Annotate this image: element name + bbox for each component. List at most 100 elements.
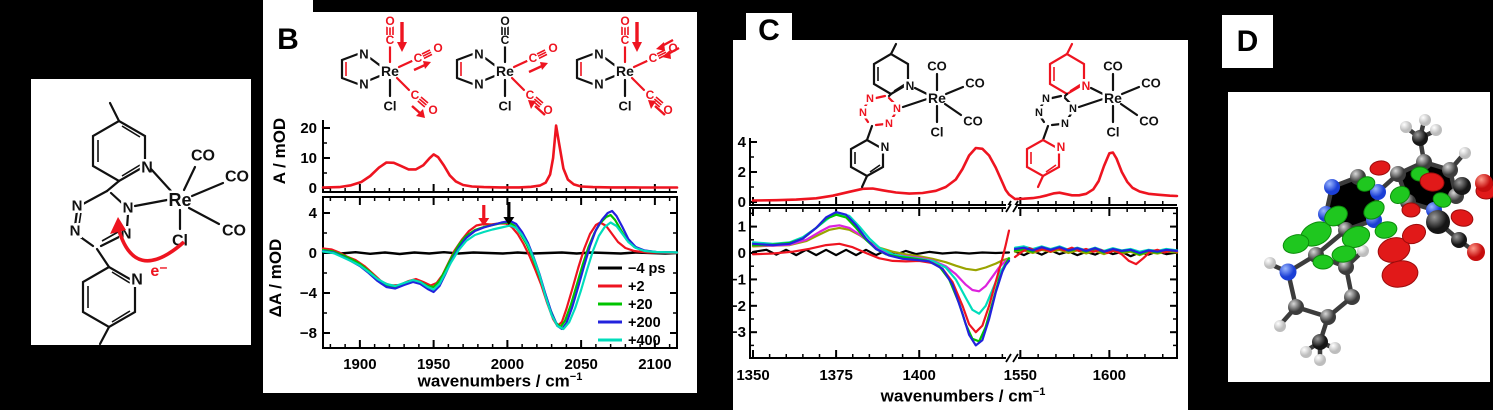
svg-text:2: 2 [738, 164, 746, 181]
mode-arrow [654, 105, 666, 116]
svg-text:4: 4 [309, 205, 318, 222]
panel-C-FTIR: 0 2 4 [738, 134, 1179, 211]
rhenium-atom [1426, 210, 1450, 234]
free-co-ligand [1426, 174, 1493, 261]
svg-text:C: C [414, 51, 423, 65]
series-olive [751, 226, 1011, 272]
svg-text:1950: 1950 [417, 356, 450, 373]
b-spectra-chart: 0 10 20 1900 1950 2000 2050 2100 4 0 −4 −8 −4 ps +2 +2… [300, 120, 679, 373]
svg-text:1550: 1550 [1004, 367, 1037, 384]
panel-C-TRIR: 1350 1375 1400 1550 1600 1 0 −1 −2 −3 [729, 203, 1179, 384]
svg-text:N: N [474, 47, 483, 62]
svg-text:0: 0 [309, 245, 317, 262]
svg-text:Re: Re [616, 63, 634, 79]
mode-structure-2: N N Re C O C O C O Cl [455, 12, 560, 120]
svg-text:C: C [529, 51, 538, 65]
co-stretch-mode-structures: N N Re C O C O C O Cl [340, 12, 680, 120]
svg-text:O: O [433, 41, 442, 55]
svg-text:Cl: Cl [619, 99, 632, 114]
carbon-atom [1451, 232, 1467, 248]
svg-text:Re: Re [381, 63, 399, 79]
b-bottom-y-axis-label: ΔA / mOD [266, 238, 285, 318]
pyridine-ring-top: N [91, 101, 155, 183]
svg-text:1600: 1600 [1093, 367, 1126, 384]
series-FTIR [321, 124, 679, 189]
svg-text:C: C [621, 33, 630, 47]
pyridine-ring-bottom: N [81, 265, 145, 346]
co-label: CO [191, 148, 215, 165]
svg-text:C: C [501, 33, 510, 47]
b-top-y-axis-label: A / mOD [270, 117, 289, 185]
electron-label: e⁻ [150, 263, 167, 280]
svg-text:10: 10 [300, 150, 317, 167]
panel-B-FTIR: 0 10 20 [300, 120, 679, 197]
series-+400 [321, 221, 679, 331]
series-blue [751, 210, 1011, 347]
re-center: Re CO CO CO Cl [133, 145, 252, 252]
nitrogen-atom [1324, 179, 1340, 195]
svg-text:−8: −8 [300, 325, 317, 342]
svg-text:N: N [359, 77, 368, 92]
svg-text:O: O [500, 14, 509, 28]
panel-c-letter: C [758, 14, 780, 47]
svg-text:2050: 2050 [564, 356, 597, 373]
svg-text:O: O [548, 41, 557, 55]
panel-d-letter: D [1236, 24, 1259, 58]
legend-label: −4 ps [628, 261, 665, 277]
series-black [751, 248, 1011, 257]
series-−4 ps [321, 250, 679, 256]
panel-B-TRIR: 1900 1950 2000 2050 2100 4 0 −4 −8 −4 ps +2 +20 +200… [300, 196, 679, 373]
svg-text:1900: 1900 [343, 356, 376, 373]
svg-text:O: O [428, 103, 437, 117]
svg-text:0: 0 [309, 180, 317, 197]
svg-text:1375: 1375 [819, 367, 852, 384]
svg-text:C: C [649, 51, 658, 65]
series-cyan [751, 212, 1011, 315]
positive-lobes [1282, 166, 1452, 270]
panel-b-letter: B [277, 23, 299, 56]
svg-text:4: 4 [738, 134, 747, 151]
svg-text:N: N [359, 47, 368, 62]
svg-text:2000: 2000 [491, 356, 524, 373]
oxygen-atom [1475, 174, 1493, 192]
series-red [751, 229, 1011, 334]
mode-arrow [413, 63, 426, 72]
legend-label: +2 [628, 279, 645, 295]
panel-d-label: D [1222, 15, 1273, 68]
mode-arrow [528, 64, 543, 74]
svg-text:0: 0 [738, 245, 746, 262]
n-label: N [131, 272, 143, 289]
methyl-bond [98, 325, 111, 346]
svg-text:1: 1 [738, 219, 746, 236]
mode-structure-3: N N Re C O C O C O Cl [575, 12, 680, 120]
series-green [751, 213, 1011, 343]
svg-text:C: C [411, 88, 420, 102]
n-label: N [70, 223, 81, 240]
svg-text:−4: −4 [300, 285, 318, 302]
oxygen-atom [1467, 243, 1485, 261]
spin-density-lobes [1282, 160, 1493, 288]
svg-text:1400: 1400 [903, 367, 936, 384]
re-label: Re [168, 190, 191, 210]
series-+200 [321, 209, 679, 331]
svg-text:O: O [620, 14, 629, 28]
co-label: CO [225, 169, 249, 186]
spin-density-render [1264, 114, 1493, 366]
series-blue [1013, 246, 1179, 255]
svg-text:Cl: Cl [499, 99, 512, 114]
nitrogen-atom [1370, 184, 1386, 200]
arrowhead [110, 217, 126, 234]
carbon-atom [1453, 177, 1471, 195]
panel-b-label: B [263, 0, 313, 80]
n-label: N [141, 160, 153, 177]
svg-text:0: 0 [738, 194, 746, 211]
svg-text:N: N [594, 47, 603, 62]
mode-arrow [534, 105, 546, 116]
complex-structure-drawing: N N N N N Re CO CO CO Cl e⁻ [67, 101, 252, 346]
svg-text:−1: −1 [729, 271, 746, 288]
co-label: CO [222, 223, 246, 240]
panel-c-label: C [746, 13, 792, 49]
svg-text:Cl: Cl [384, 99, 397, 114]
svg-text:N: N [594, 77, 603, 92]
